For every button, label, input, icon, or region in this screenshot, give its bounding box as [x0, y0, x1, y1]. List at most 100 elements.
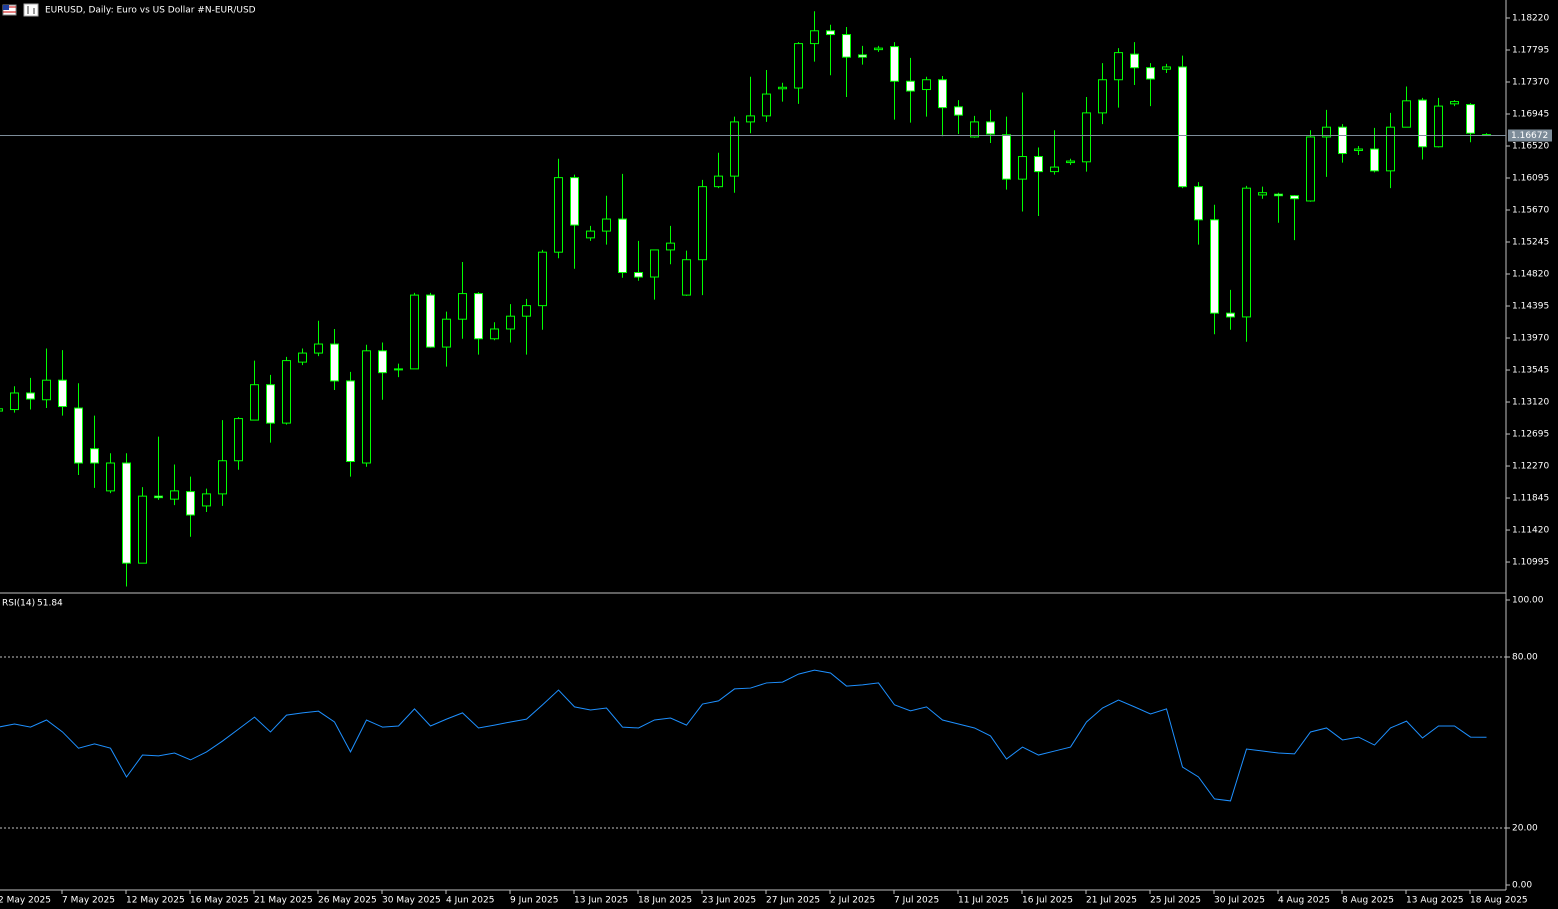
- candle-body: [954, 106, 963, 116]
- x-tick-label: 11 Jul 2025: [958, 896, 1009, 906]
- candle-body: [1306, 136, 1315, 202]
- candle-body: [874, 47, 883, 51]
- candle-body: [938, 79, 947, 109]
- candle-body: [1178, 66, 1187, 188]
- candle-body: [730, 121, 739, 177]
- y-tick-label: 20.00: [1512, 824, 1538, 834]
- candle-body: [58, 379, 67, 408]
- candle-body: [266, 384, 275, 424]
- y-tick-label: 1.14820: [1512, 270, 1549, 280]
- candle-body: [282, 360, 291, 424]
- candle-body: [762, 93, 771, 117]
- candle-body: [442, 318, 451, 348]
- candle-body: [1226, 312, 1235, 318]
- candle-body: [74, 407, 83, 464]
- x-tick-label: 18 Jun 2025: [638, 896, 692, 906]
- candle-body: [394, 368, 403, 371]
- candle-body: [250, 384, 259, 421]
- y-tick-label: 1.16945: [1512, 110, 1549, 120]
- candle-body: [138, 495, 147, 564]
- y-tick-label: 1.17795: [1512, 45, 1549, 55]
- indicator-value: 51.84: [37, 599, 63, 609]
- x-tick-label: 13 Jun 2025: [574, 896, 628, 906]
- y-tick-label: 1.15670: [1512, 206, 1549, 216]
- y-tick-label: 1.17370: [1512, 78, 1549, 88]
- candle-body: [906, 80, 915, 92]
- candle-body: [1258, 192, 1267, 196]
- candle-body: [538, 251, 547, 307]
- candle-body: [810, 30, 819, 45]
- x-tick-label: 8 Aug 2025: [1342, 896, 1394, 906]
- x-tick-label: 25 Jul 2025: [1150, 896, 1201, 906]
- candle-body: [90, 448, 99, 464]
- candle-body: [346, 380, 355, 463]
- candle-body: [602, 218, 611, 232]
- y-tick-label: 1.11845: [1512, 494, 1549, 504]
- chart-title: EURUSD, Daily: Euro vs US Dollar #N-EUR/…: [45, 6, 256, 16]
- candle-body: [1402, 100, 1411, 128]
- x-tick-label: 23 Jun 2025: [702, 896, 756, 906]
- candle-body: [1210, 219, 1219, 314]
- candle-body: [1050, 166, 1059, 173]
- candle-body: [0, 408, 3, 412]
- candle-body: [378, 350, 387, 374]
- current-price-box: [1508, 129, 1552, 142]
- candle-body: [1274, 193, 1283, 197]
- candle-body: [458, 293, 467, 320]
- candle-body: [1290, 195, 1299, 200]
- candle-body: [1466, 104, 1475, 134]
- candle-body: [106, 462, 115, 492]
- candle-body: [1338, 126, 1347, 155]
- candle-body: [666, 242, 675, 251]
- y-tick-label: 1.13970: [1512, 334, 1549, 344]
- y-tick-label: 1.15245: [1512, 238, 1549, 248]
- candle-body: [298, 352, 307, 363]
- y-tick-label: 80.00: [1512, 653, 1538, 663]
- y-tick-label: 100.00: [1512, 596, 1544, 606]
- candle-body: [826, 30, 835, 36]
- x-tick-label: 30 Jul 2025: [1214, 896, 1265, 906]
- x-tick-label: 27 Jun 2025: [766, 896, 820, 906]
- candle-body: [650, 249, 659, 278]
- candle-body: [42, 379, 51, 401]
- candle-body: [1034, 156, 1043, 173]
- y-tick-label: 1.12695: [1512, 430, 1549, 440]
- candle-body: [618, 218, 627, 274]
- candle-body: [26, 392, 35, 400]
- indicator-name: RSI(14): [2, 599, 35, 609]
- candle-body: [1242, 187, 1251, 318]
- candle-body: [170, 490, 179, 500]
- y-tick-label: 1.10995: [1512, 558, 1549, 568]
- candle-body: [314, 343, 323, 354]
- x-tick-label: 26 May 2025: [318, 896, 377, 906]
- x-tick-label: 7 Jul 2025: [894, 896, 939, 906]
- x-tick-label: 4 Aug 2025: [1278, 896, 1330, 906]
- candle-body: [1162, 66, 1171, 70]
- candle-body: [890, 46, 899, 82]
- candle-body: [858, 54, 867, 58]
- candle-body: [330, 343, 339, 382]
- candle-body: [1098, 79, 1107, 114]
- candle-body: [922, 79, 931, 91]
- candle-body: [1354, 148, 1363, 152]
- candle-body: [842, 34, 851, 58]
- candle-body: [1002, 134, 1011, 180]
- candle-body: [202, 493, 211, 507]
- x-tick-label: 16 Jul 2025: [1022, 896, 1073, 906]
- candle-body: [506, 315, 515, 330]
- candle-body: [682, 259, 691, 296]
- candle-body: [1450, 101, 1459, 105]
- candle-body: [986, 121, 995, 135]
- candle-body: [698, 186, 707, 261]
- candle-body: [1130, 53, 1139, 69]
- chart-icon: [23, 3, 39, 17]
- x-tick-label: 7 May 2025: [62, 896, 115, 906]
- candle-body: [1146, 67, 1155, 80]
- candle-body: [474, 293, 483, 340]
- candle-body: [1018, 156, 1027, 180]
- current-price-label: 1.16672: [1511, 131, 1548, 141]
- x-tick-label: 4 Jun 2025: [446, 896, 494, 906]
- flag-canton: [3, 5, 9, 10]
- y-tick-label: 1.14395: [1512, 302, 1549, 312]
